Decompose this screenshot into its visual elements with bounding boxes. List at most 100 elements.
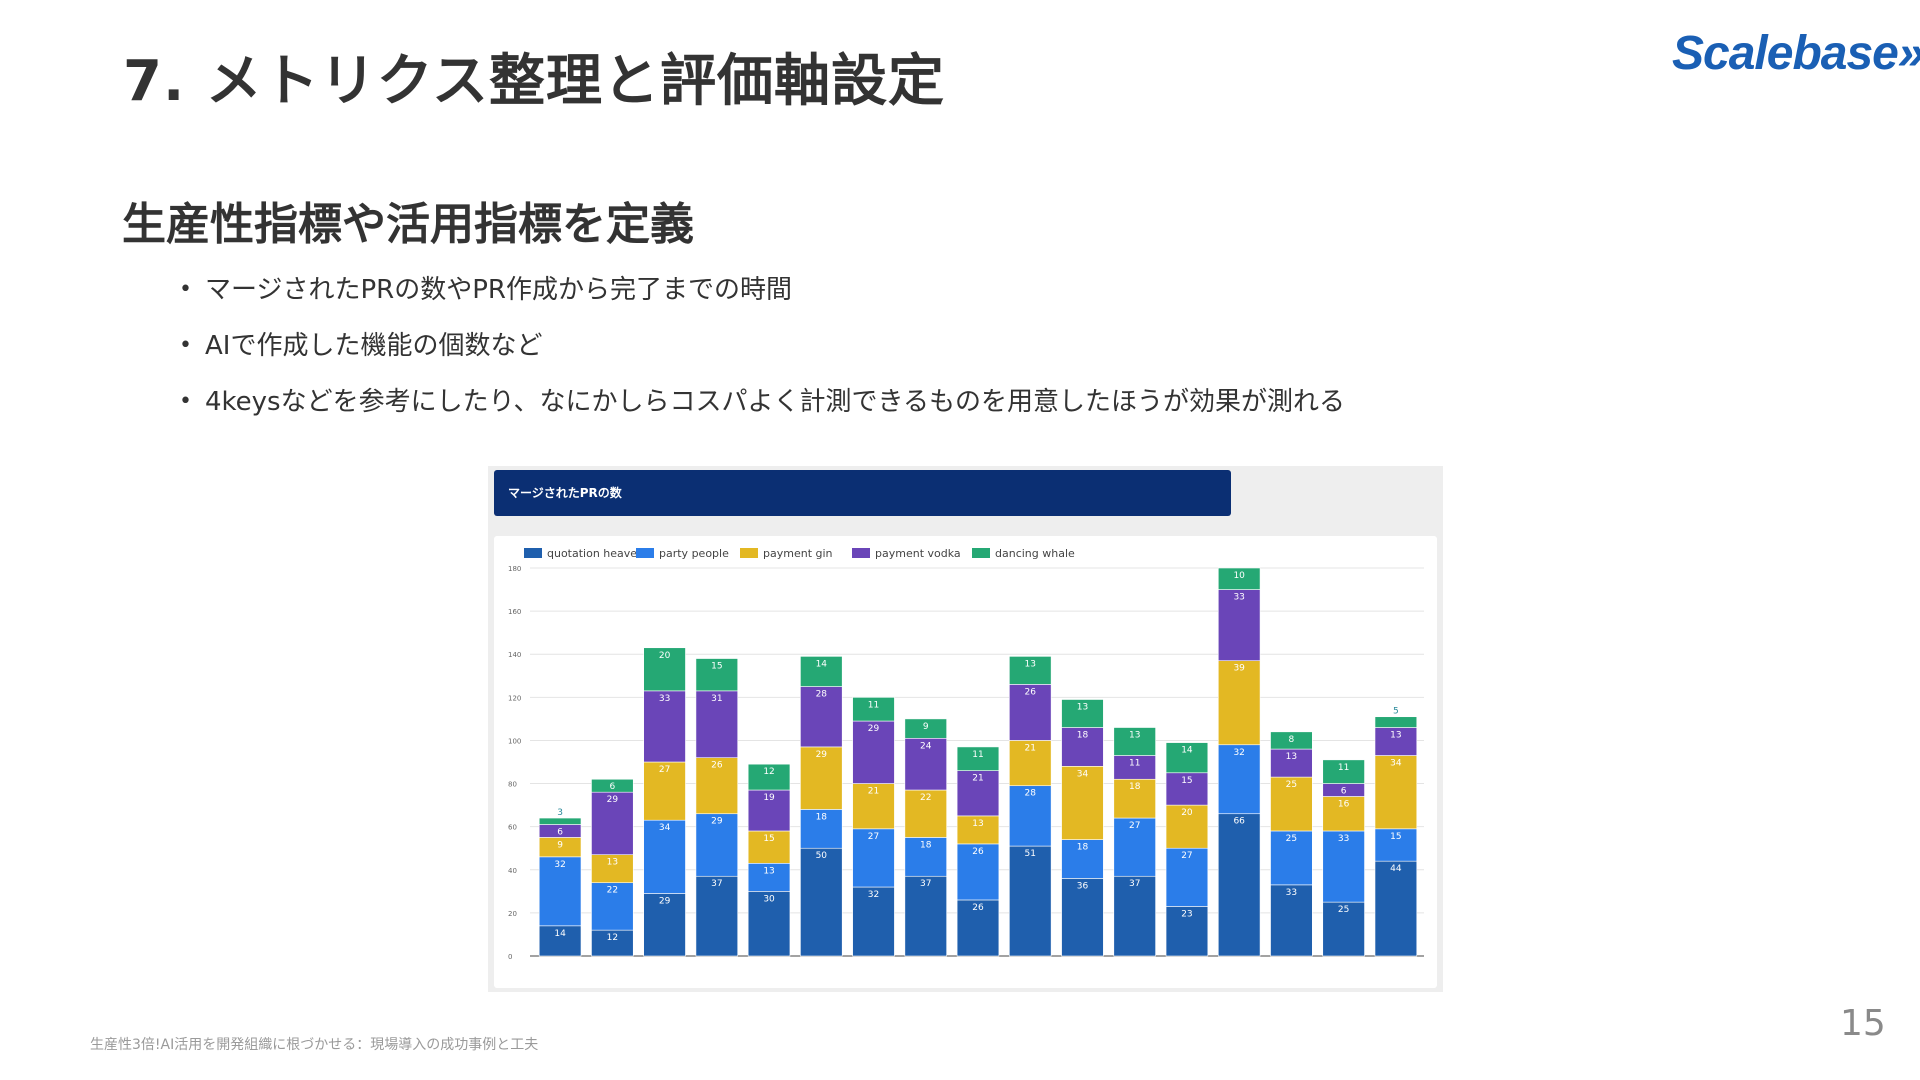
data-label: 8 (1289, 735, 1295, 745)
bar-segment (695, 757, 739, 815)
y-tick-label: 120 (508, 694, 521, 702)
legend-label: quotation heaven (547, 547, 644, 560)
bar-segment (1165, 742, 1209, 774)
bar-segment (800, 847, 843, 957)
data-label: 6 (1341, 787, 1347, 797)
data-label: 39 (1233, 664, 1245, 674)
bar-segment (643, 761, 686, 821)
data-label: 50 (816, 851, 828, 861)
bar-segment (1217, 567, 1261, 590)
legend-label: party people (659, 547, 729, 560)
bar-segment (1061, 727, 1104, 767)
bar-segment (1061, 839, 1104, 879)
bar-segment (1374, 860, 1418, 957)
data-label: 9 (557, 840, 563, 850)
bar-segment (695, 813, 739, 877)
data-label: 12 (763, 767, 774, 777)
data-label: 9 (923, 722, 929, 732)
legend-label: payment gin (763, 547, 833, 560)
data-label: 5 (1393, 707, 1399, 717)
data-label: 13 (1077, 702, 1088, 712)
bar-segment (1270, 884, 1313, 957)
bar-segment (956, 770, 1000, 817)
data-label: 19 (763, 793, 775, 803)
bar-segment (1009, 845, 1052, 957)
data-label: 30 (763, 894, 775, 904)
section-subtitle: 生産性指標や活用指標を定義 (122, 199, 694, 250)
bar-segment (1270, 748, 1313, 778)
data-label: 11 (1338, 763, 1349, 773)
data-label: 34 (1077, 769, 1089, 779)
bar-segment (1217, 589, 1261, 661)
bar-segment (1113, 875, 1156, 957)
bar-segment (591, 791, 634, 855)
y-tick-label: 100 (508, 737, 521, 745)
bar-segment (538, 856, 582, 927)
bar-segment (538, 817, 582, 825)
y-tick-label: 80 (508, 781, 517, 789)
bar-segment (1322, 830, 1365, 903)
bar-segment (538, 925, 582, 957)
data-label: 51 (1025, 849, 1036, 859)
data-label: 23 (1181, 909, 1192, 919)
bullet-item: 4keysなどを参考にしたり、なにかしらコスパよく計測できるものを用意したほうが… (175, 382, 1345, 438)
data-label: 11 (1129, 759, 1140, 769)
data-label: 13 (1390, 731, 1401, 741)
data-label: 18 (1129, 782, 1141, 792)
bar-segment (800, 686, 843, 748)
bar-segment (1217, 813, 1261, 957)
data-label: 16 (1338, 799, 1350, 809)
data-label: 20 (1181, 808, 1193, 818)
data-label: 22 (607, 886, 618, 896)
bar-segment (1061, 766, 1104, 840)
y-tick-label: 160 (508, 608, 521, 616)
data-label: 33 (659, 694, 670, 704)
bar-segment (1165, 906, 1209, 957)
data-label: 21 (1025, 743, 1036, 753)
data-label: 31 (711, 694, 722, 704)
bar-segment (643, 819, 686, 894)
footer-text: 生産性3倍!AI活用を開発組織に根づかせる：現場導入の成功事例と工夫 (90, 1037, 539, 1053)
bar-segment (1270, 830, 1313, 886)
bar-segment (747, 789, 791, 832)
bar-segment (1270, 731, 1313, 750)
bar-segment (904, 875, 947, 957)
bar-segment (1113, 727, 1156, 756)
data-label: 21 (868, 787, 879, 797)
bar-segment (1061, 699, 1104, 728)
bar-segment (1374, 716, 1418, 728)
data-label: 15 (1181, 776, 1192, 786)
bar-segment (852, 783, 895, 830)
data-label: 14 (1181, 746, 1193, 756)
bar-segment (1322, 759, 1365, 784)
data-label: 3 (557, 808, 563, 818)
bar-segment (1113, 817, 1156, 877)
data-label: 29 (659, 896, 671, 906)
data-label: 11 (972, 750, 983, 760)
data-label: 44 (1390, 864, 1402, 874)
data-label: 37 (1129, 879, 1140, 889)
slide-title: 7. メトリクス整理と評価軸設定 (123, 49, 946, 114)
bar-segment (591, 882, 634, 931)
bar-segment (852, 886, 895, 957)
data-label: 34 (659, 823, 671, 833)
data-label: 15 (711, 662, 722, 672)
bar-segment (956, 746, 1000, 771)
legend-swatch (740, 548, 758, 558)
data-label: 13 (1286, 752, 1297, 762)
bar-segment (956, 899, 1000, 957)
data-label: 33 (1338, 834, 1349, 844)
data-label: 10 (1233, 571, 1245, 581)
data-label: 26 (711, 761, 723, 771)
bar-segment (1009, 656, 1052, 685)
bar-segment (1374, 727, 1418, 756)
page-number: 15 (1840, 1003, 1886, 1044)
data-label: 13 (607, 858, 618, 868)
data-label: 27 (1181, 851, 1192, 861)
data-label: 13 (763, 866, 774, 876)
data-label: 21 (972, 774, 983, 784)
data-label: 14 (554, 929, 566, 939)
data-label: 27 (659, 765, 670, 775)
bar-segment (800, 746, 843, 810)
bar-segment (904, 789, 947, 838)
